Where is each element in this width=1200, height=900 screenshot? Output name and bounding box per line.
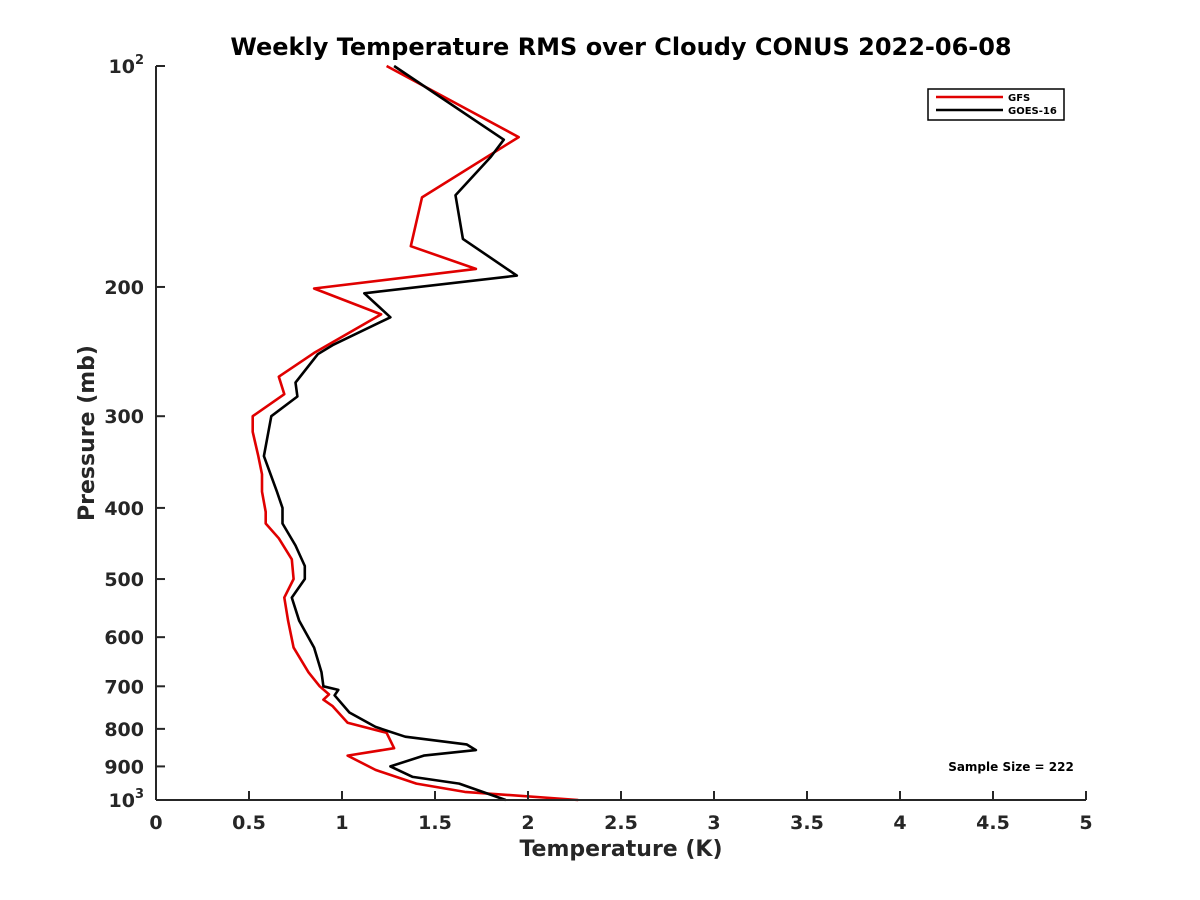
x-tick-label: 4 xyxy=(893,812,906,834)
y-tick-label: 300 xyxy=(104,406,144,428)
x-tick-label: 3.5 xyxy=(790,812,824,834)
y-ticks: 102 200 300 400 500 600 700 800 900 103 xyxy=(104,53,165,812)
y-tick-label: 103 xyxy=(109,787,145,812)
legend-box xyxy=(927,88,1065,121)
y-tick-label: 600 xyxy=(104,627,144,649)
x-ticks: 0 0.5 1 1.5 2 2.5 3 3.5 4 4.5 5 xyxy=(149,791,1093,834)
series-layer xyxy=(251,64,579,802)
x-tick-label: 0 xyxy=(149,812,162,834)
y-tick-label: 400 xyxy=(104,498,144,520)
series-line-goes16 xyxy=(262,64,519,802)
y-axis-label: Pressure (mb) xyxy=(75,345,100,521)
legend-label-goes16: GOES-16 xyxy=(1008,106,1057,117)
legend-label-gfs: GFS xyxy=(1008,93,1030,104)
y-tick-label: 900 xyxy=(104,756,144,778)
y-tick-label: 500 xyxy=(104,569,144,591)
x-tick-label: 2.5 xyxy=(604,812,638,834)
sample-size-annotation: Sample Size = 222 xyxy=(948,760,1074,774)
x-tick-label: 1.5 xyxy=(418,812,452,834)
y-tick-label: 800 xyxy=(104,719,144,741)
y-tick-label: 200 xyxy=(104,277,144,299)
x-tick-label: 1 xyxy=(335,812,348,834)
x-tick-label: 5 xyxy=(1079,812,1092,834)
y-tick-label: 102 xyxy=(109,53,145,78)
legend: GFS GOES-16 xyxy=(927,88,1065,121)
plot-area: 0 0.5 1 1.5 2 2.5 3 3.5 4 4.5 5 102 200 300 400 500 600… xyxy=(104,53,1092,834)
x-tick-label: 3 xyxy=(707,812,720,834)
x-tick-label: 2 xyxy=(521,812,534,834)
x-axis-label: Temperature (K) xyxy=(519,837,722,862)
y-tick-label: 700 xyxy=(104,676,144,698)
chart-title: Weekly Temperature RMS over Cloudy CONUS… xyxy=(230,33,1011,61)
series-line-gfs xyxy=(251,64,579,802)
x-tick-label: 4.5 xyxy=(976,812,1010,834)
x-tick-label: 0.5 xyxy=(232,812,266,834)
